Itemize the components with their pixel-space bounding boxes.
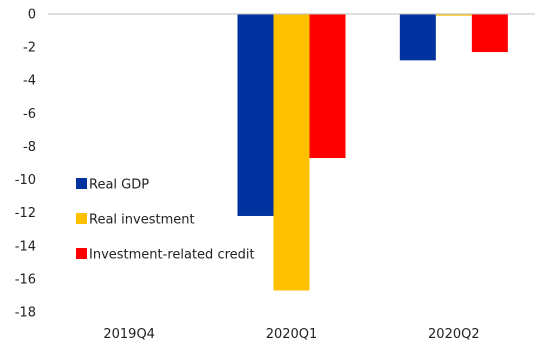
legend: Real GDP Real investment Investment-relate… bbox=[76, 178, 255, 263]
y-tick-label: -8 bbox=[23, 140, 36, 155]
x-category-label: 2019Q4 bbox=[103, 327, 155, 342]
y-tick-label: -14 bbox=[15, 239, 36, 254]
bars-layer bbox=[237, 14, 508, 291]
legend-label: Real investment bbox=[89, 213, 195, 228]
y-tick-label: -2 bbox=[23, 41, 36, 56]
x-category-label: 2020Q2 bbox=[428, 327, 480, 342]
bar-real-gdp-2020q2 bbox=[399, 14, 436, 61]
y-axis-tick-labels: 0 -2 -4 -6 -8 -10 -12 -14 -16 -18 bbox=[15, 8, 36, 321]
legend-swatch bbox=[76, 213, 87, 224]
bar-investment-related-credit-2020q1 bbox=[309, 14, 346, 159]
legend-swatch bbox=[76, 178, 87, 189]
legend-label: Investment-related credit bbox=[89, 248, 255, 263]
x-axis-category-labels: 2019Q4 2020Q1 2020Q2 bbox=[103, 327, 479, 342]
y-tick-label: -6 bbox=[23, 107, 36, 122]
y-tick-label: -18 bbox=[15, 306, 36, 321]
legend-label: Real GDP bbox=[89, 178, 149, 193]
bar-real-investment-2020q1 bbox=[273, 14, 310, 291]
x-category-label: 2020Q1 bbox=[266, 327, 318, 342]
bar-real-gdp-2020q1 bbox=[237, 14, 274, 216]
y-tick-label: -4 bbox=[23, 74, 36, 89]
legend-swatch bbox=[76, 248, 87, 259]
bar-real-investment-2020q2 bbox=[435, 14, 472, 16]
y-tick-label: -16 bbox=[15, 272, 36, 287]
y-tick-label: -12 bbox=[15, 206, 36, 221]
bar-investment-related-credit-2020q2 bbox=[471, 14, 508, 53]
y-tick-label: -10 bbox=[15, 173, 36, 188]
y-tick-label: 0 bbox=[28, 8, 36, 23]
